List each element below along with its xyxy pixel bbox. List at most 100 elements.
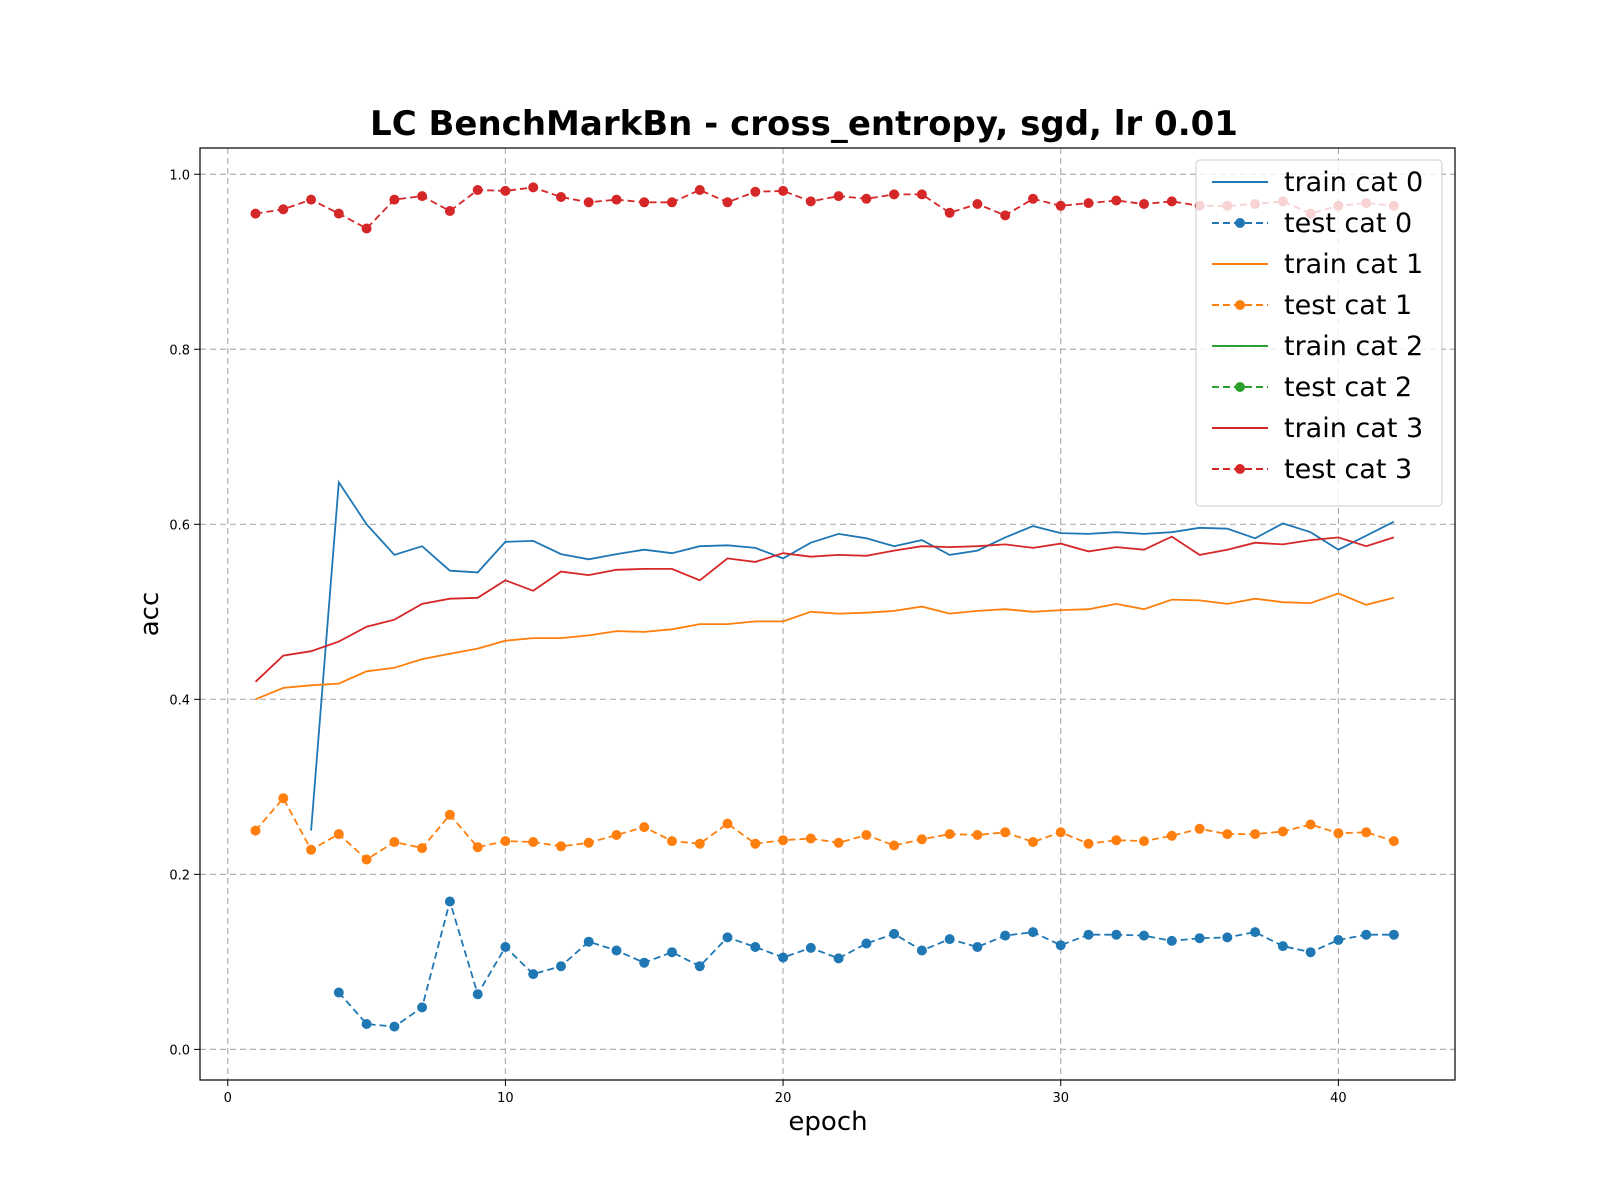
data-point-test-cat-1 [750, 838, 761, 849]
data-point-test-cat-3 [1166, 196, 1177, 207]
data-point-test-cat-0 [1111, 929, 1122, 940]
data-point-test-cat-3 [528, 182, 539, 193]
data-point-test-cat-3 [722, 197, 733, 208]
y-tick-label: 0.6 [169, 518, 190, 533]
legend-label-train-cat-2: train cat 2 [1284, 331, 1423, 362]
data-point-test-cat-3 [805, 196, 816, 207]
data-point-test-cat-3 [1000, 210, 1011, 221]
y-tick-label: 1.0 [169, 168, 190, 183]
data-point-test-cat-1 [472, 842, 483, 853]
data-point-test-cat-0 [722, 932, 733, 943]
data-point-test-cat-0 [1166, 935, 1177, 946]
legend-label-train-cat-0: train cat 0 [1284, 167, 1423, 198]
data-point-test-cat-3 [250, 208, 261, 219]
data-point-test-cat-1 [889, 840, 900, 851]
data-point-test-cat-0 [1305, 947, 1316, 958]
data-point-test-cat-3 [306, 194, 317, 205]
series-line-train-cat-1 [255, 592, 1395, 701]
chart-title: LC BenchMarkBn - cross_entropy, sgd, lr … [370, 104, 1238, 144]
data-point-test-cat-3 [944, 207, 955, 218]
data-point-test-cat-3 [1111, 195, 1122, 206]
x-tick-label: 10 [497, 1091, 514, 1106]
data-point-test-cat-0 [1277, 941, 1288, 952]
series-line-test-cat-3 [255, 186, 1394, 230]
data-point-test-cat-1 [1277, 826, 1288, 837]
data-point-test-cat-0 [1388, 929, 1399, 940]
data-point-test-cat-3 [833, 191, 844, 202]
data-point-test-cat-0 [972, 942, 983, 952]
data-point-test-cat-0 [750, 942, 761, 952]
x-tick-label: 30 [1052, 1091, 1069, 1106]
data-point-test-cat-3 [333, 208, 344, 219]
data-point-test-cat-1 [528, 837, 539, 847]
data-point-test-cat-1 [278, 793, 289, 804]
data-point-test-cat-1 [972, 830, 983, 840]
data-point-test-cat-0 [333, 987, 344, 998]
data-point-test-cat-1 [361, 854, 372, 865]
data-point-test-cat-0 [944, 934, 955, 945]
data-point-test-cat-3 [1028, 193, 1038, 204]
data-point-test-cat-3 [916, 189, 927, 200]
data-point-test-cat-0 [667, 947, 677, 958]
data-point-test-cat-1 [639, 822, 650, 833]
y-axis: 0.0 0.2 0.4 0.6 0.8 1.0 [169, 168, 200, 1058]
data-point-test-cat-1 [805, 833, 816, 844]
data-point-test-cat-3 [750, 186, 761, 197]
x-tick-label: 0 [224, 1091, 232, 1106]
data-point-test-cat-3 [278, 204, 289, 215]
data-point-test-cat-0 [583, 936, 594, 947]
data-point-test-cat-0 [1361, 929, 1372, 940]
data-point-test-cat-1 [333, 829, 344, 840]
data-point-test-cat-0 [389, 1021, 400, 1032]
data-point-test-cat-1 [1194, 823, 1205, 834]
data-point-test-cat-0 [1250, 927, 1261, 938]
data-point-test-cat-3 [444, 206, 455, 216]
data-point-test-cat-0 [472, 989, 483, 1000]
data-point-test-cat-1 [778, 835, 789, 846]
data-point-test-cat-1 [1333, 828, 1344, 839]
legend-marker-test-cat-2 [1235, 382, 1245, 392]
data-point-test-cat-1 [1222, 829, 1233, 840]
data-point-test-cat-1 [944, 829, 955, 840]
data-point-test-cat-0 [778, 952, 789, 963]
x-tick-label: 40 [1330, 1091, 1347, 1106]
data-point-test-cat-3 [583, 197, 594, 208]
legend-label-train-cat-1: train cat 1 [1284, 249, 1423, 280]
data-point-test-cat-1 [861, 830, 872, 840]
x-axis: 0 10 20 30 40 [224, 1080, 1347, 1106]
data-point-test-cat-0 [611, 945, 622, 956]
data-point-test-cat-3 [1055, 200, 1066, 211]
data-point-test-cat-3 [361, 223, 372, 234]
y-tick-label: 0.8 [169, 343, 190, 358]
data-point-test-cat-3 [611, 194, 622, 205]
data-point-test-cat-3 [556, 192, 566, 202]
data-point-test-cat-0 [1000, 930, 1011, 941]
data-point-test-cat-1 [389, 837, 400, 847]
data-point-test-cat-1 [694, 838, 705, 849]
series-line-test-cat-0 [338, 898, 1394, 1028]
data-point-test-cat-1 [444, 809, 455, 820]
series-line-train-cat-3 [254, 535, 1395, 683]
y-tick-label: 0.4 [169, 693, 190, 708]
data-point-test-cat-1 [1055, 827, 1066, 838]
legend-label-test-cat-0: test cat 0 [1284, 208, 1412, 239]
data-point-test-cat-0 [833, 953, 844, 964]
data-point-test-cat-1 [1111, 835, 1122, 846]
series-line-test-cat-1 [254, 796, 1395, 861]
data-point-test-cat-0 [1139, 930, 1149, 941]
data-point-test-cat-1 [306, 844, 317, 855]
data-point-test-cat-3 [778, 185, 789, 196]
data-point-test-cat-3 [417, 191, 428, 202]
legend-marker-test-cat-1 [1235, 300, 1245, 310]
data-point-test-cat-0 [361, 1019, 372, 1029]
data-point-test-cat-1 [833, 837, 844, 848]
series-line-train-cat-0 [310, 479, 1395, 831]
data-point-test-cat-1 [1083, 838, 1094, 849]
legend-label-train-cat-3: train cat 3 [1284, 413, 1423, 444]
data-point-test-cat-1 [1305, 819, 1316, 830]
y-axis-label: acc [135, 592, 165, 637]
data-point-test-cat-3 [667, 197, 677, 208]
legend-box [1195, 159, 1443, 507]
data-point-test-cat-1 [583, 837, 594, 848]
